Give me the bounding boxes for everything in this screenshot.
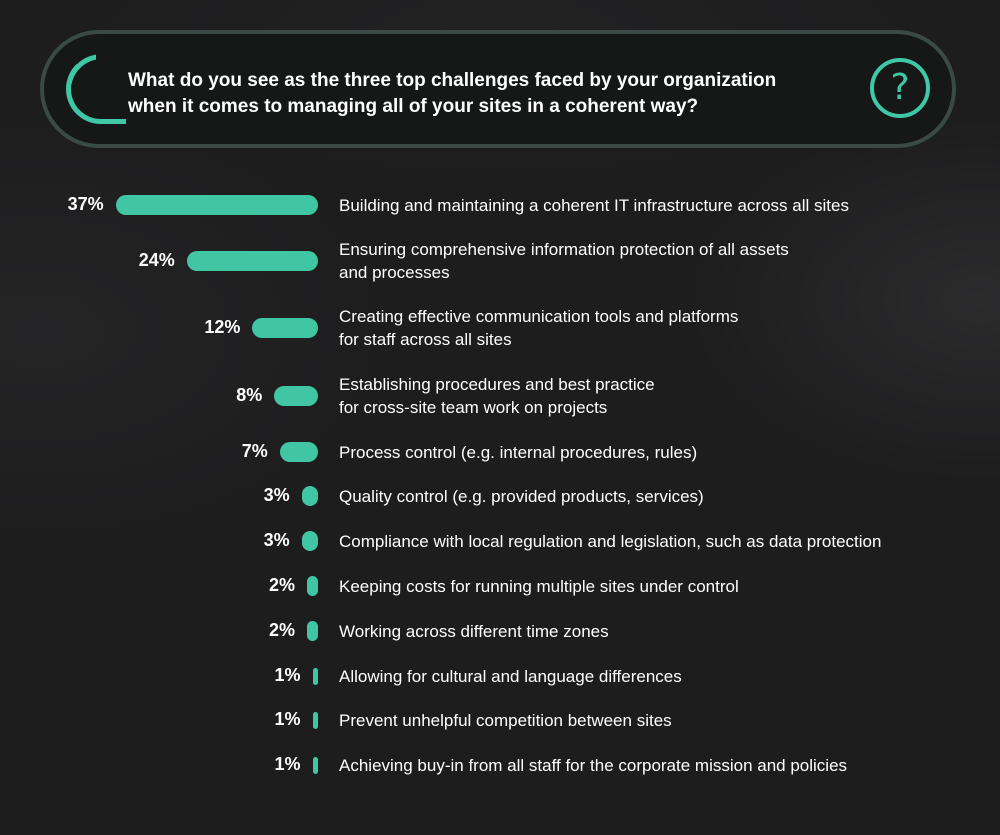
question-line-1: What do you see as the three top challen…	[128, 70, 777, 91]
category-label-7: Compliance with local regulation and leg…	[339, 530, 959, 553]
bar-8	[307, 576, 318, 596]
category-label-line: Quality control (e.g. provided products,…	[339, 486, 704, 506]
category-label-2: Ensuring comprehensive information prote…	[339, 238, 959, 284]
category-label-line: Establishing procedures and best practic…	[339, 375, 655, 394]
question-title: What do you see as the three top challen…	[128, 68, 848, 120]
category-label-line: for staff across all sites	[339, 330, 512, 349]
category-label-5: Process control (e.g. internal procedure…	[339, 441, 959, 464]
bar-10	[312, 667, 318, 685]
value-label-4: 8%	[236, 385, 263, 405]
value-label-2: 24%	[138, 250, 175, 270]
category-label-line: Keeping costs for running multiple sites…	[339, 576, 739, 596]
category-label-line: Allowing for cultural and language diffe…	[339, 666, 682, 686]
category-label-line: Achieving buy-in from all staff for the …	[339, 755, 848, 775]
bar-5	[279, 442, 318, 462]
value-label-7: 3%	[263, 530, 290, 550]
category-label-12: Achieving buy-in from all staff for the …	[339, 754, 959, 777]
category-label-10: Allowing for cultural and language diffe…	[339, 665, 959, 688]
question-banner: What do you see as the three top challen…	[40, 30, 956, 148]
category-label-line: Prevent unhelpful competition between si…	[339, 710, 672, 730]
category-label-3: Creating effective communication tools a…	[339, 305, 959, 351]
category-label-1: Building and maintaining a coherent IT i…	[339, 194, 959, 217]
category-label-11: Prevent unhelpful competition between si…	[339, 709, 959, 732]
value-label-9: 2%	[269, 620, 296, 640]
category-label-line: for cross-site team work on projects	[339, 398, 608, 417]
category-label-line: Creating effective communication tools a…	[339, 307, 739, 326]
bar-6	[301, 486, 318, 506]
category-label-8: Keeping costs for running multiple sites…	[339, 575, 959, 598]
category-label-line: Building and maintaining a coherent IT i…	[339, 195, 849, 215]
bar-11	[312, 711, 318, 729]
bar-9	[307, 621, 318, 641]
value-label-6: 3%	[263, 485, 290, 505]
value-label-3: 12%	[204, 317, 241, 337]
bar-1	[115, 195, 318, 215]
category-label-9: Working across different time zones	[339, 620, 959, 643]
category-label-line: Process control (e.g. internal procedure…	[339, 442, 698, 462]
category-label-line: Compliance with local regulation and leg…	[339, 531, 882, 551]
category-label-4: Establishing procedures and best practic…	[339, 373, 959, 419]
bar-3	[252, 318, 318, 338]
category-label-6: Quality control (e.g. provided products,…	[339, 485, 959, 508]
bar-4	[274, 386, 318, 406]
question-mark-glyph: ?	[890, 67, 910, 108]
category-label-line: Ensuring comprehensive information prote…	[339, 240, 789, 259]
bar-7	[301, 531, 318, 551]
value-label-11: 1%	[274, 709, 301, 729]
value-label-10: 1%	[274, 665, 301, 685]
category-label-line: Working across different time zones	[339, 621, 609, 641]
value-label-12: 1%	[274, 754, 301, 774]
value-label-1: 37%	[67, 194, 104, 214]
bar-12	[312, 756, 318, 774]
value-label-5: 7%	[241, 441, 268, 461]
bar-2	[186, 251, 318, 271]
question-line-2: when it comes to managing all of your si…	[128, 96, 699, 117]
category-label-line: and processes	[339, 263, 450, 282]
question-mark-icon: ?	[870, 58, 930, 118]
bracket-decoration	[66, 54, 126, 124]
value-label-8: 2%	[269, 575, 296, 595]
